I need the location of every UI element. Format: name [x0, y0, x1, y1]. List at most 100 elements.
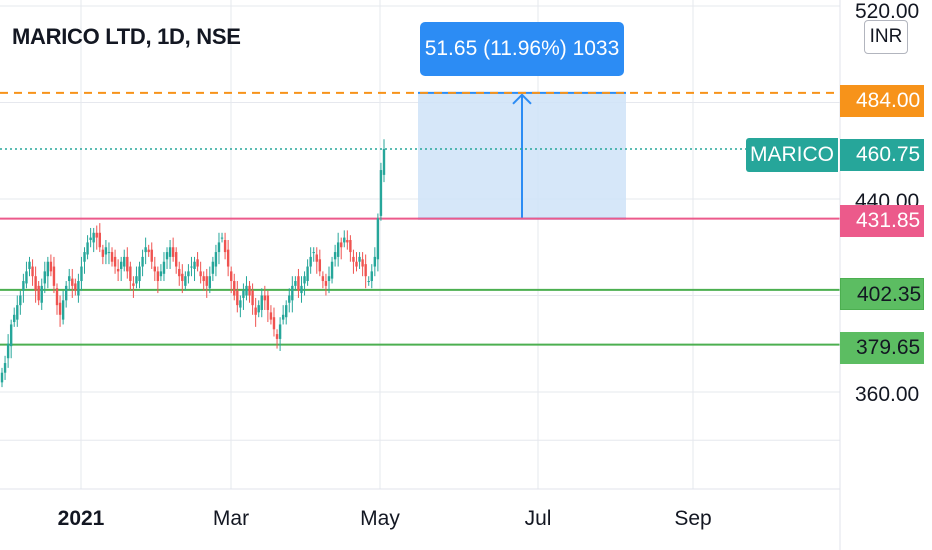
candle-body [303, 276, 306, 284]
candle-body [266, 295, 270, 310]
candle-body [95, 232, 98, 238]
candle-body [336, 242, 340, 257]
candle-body [288, 295, 291, 303]
candle-body [61, 300, 65, 320]
candle-body [113, 256, 117, 267]
candle-body [281, 314, 285, 320]
candle-body [31, 266, 34, 277]
candle-body [199, 271, 202, 277]
candle-body [138, 266, 141, 282]
candle-body [77, 281, 80, 296]
price-range-tool[interactable] [418, 91, 626, 220]
candle-body [223, 240, 227, 253]
candle-body [141, 256, 144, 267]
time-label-mar: Mar [212, 507, 250, 530]
candle-body [291, 285, 294, 301]
candle-body [19, 295, 22, 306]
candle-body [263, 295, 267, 301]
candle-body [184, 276, 187, 286]
candle-body [16, 305, 19, 320]
candle-body [343, 237, 346, 243]
candle-body [132, 283, 135, 286]
candle-body [52, 266, 56, 286]
candle-body [205, 276, 208, 286]
candle-body [80, 266, 83, 282]
candle-body [104, 247, 108, 255]
candle-body [242, 290, 245, 298]
candle-body [74, 283, 77, 291]
candle-body [230, 271, 233, 282]
candle-body [382, 148, 386, 175]
candle-body [92, 232, 95, 243]
candle-body [324, 281, 328, 286]
candle-body [306, 266, 309, 282]
candle-body [25, 271, 28, 284]
candle-body [208, 276, 212, 289]
candle-body [178, 268, 181, 277]
price-tag-379: 379.65 [840, 332, 924, 364]
candle-body [257, 305, 260, 313]
candle-body [248, 285, 251, 296]
candle-body [187, 271, 190, 277]
currency-badge[interactable]: INR [864, 20, 908, 54]
candle-body [55, 288, 59, 306]
candle-body [181, 273, 184, 282]
candle-body [174, 252, 178, 267]
measure-label: 51.65 (11.96%) 1033 [420, 22, 624, 76]
candle-body [275, 334, 279, 339]
candle-body [37, 285, 40, 301]
candle-body [272, 317, 276, 330]
price-range-arrowhead [512, 93, 532, 105]
candle-body [379, 170, 383, 216]
candle-body [13, 314, 16, 323]
candle-body [211, 261, 215, 274]
candle-body [156, 271, 160, 282]
candle-body [43, 271, 46, 284]
candle-body [370, 271, 373, 282]
candle-body [333, 252, 337, 260]
price-tag-402: 402.35 [840, 278, 924, 310]
candle-body [245, 285, 248, 296]
candle-body [159, 271, 163, 277]
candle-body [226, 249, 230, 267]
level-lines[interactable] [0, 91, 840, 346]
candle-body [9, 324, 13, 347]
candle-body [107, 252, 111, 254]
candle-body [373, 256, 377, 267]
candle-body [309, 256, 312, 267]
candle-body [340, 242, 343, 248]
candle-body [162, 261, 166, 274]
candles [0, 139, 386, 388]
candle-body [349, 240, 352, 253]
candle-body [40, 285, 43, 303]
candle-body [294, 281, 297, 286]
candle-body [119, 261, 123, 269]
candle-body [300, 285, 303, 294]
time-label-jul: Jul [524, 507, 552, 530]
candle-body [346, 240, 349, 243]
candle-body [71, 278, 74, 286]
price-tag-431: 431.85 [840, 205, 924, 237]
candle-body [312, 252, 315, 254]
candle-body [352, 256, 355, 262]
candle-body [126, 256, 129, 272]
candle-body [358, 256, 361, 262]
candle-body [147, 249, 150, 253]
candle-body [83, 252, 86, 262]
candle-body [327, 276, 331, 282]
candle-body [321, 276, 325, 282]
candle-body [330, 261, 334, 279]
price-tick-360: 360.00 [855, 383, 920, 406]
candle-body [171, 247, 175, 257]
candle-body [168, 247, 172, 257]
candle-body [196, 259, 199, 267]
price-tag-last: 460.75 [840, 139, 924, 171]
candle-body [367, 281, 370, 283]
candle-body [64, 285, 68, 301]
candle-body [278, 324, 282, 339]
candle-body [153, 266, 156, 272]
candle-body [98, 232, 101, 248]
candle-body [110, 252, 114, 262]
candle-body [135, 276, 138, 284]
